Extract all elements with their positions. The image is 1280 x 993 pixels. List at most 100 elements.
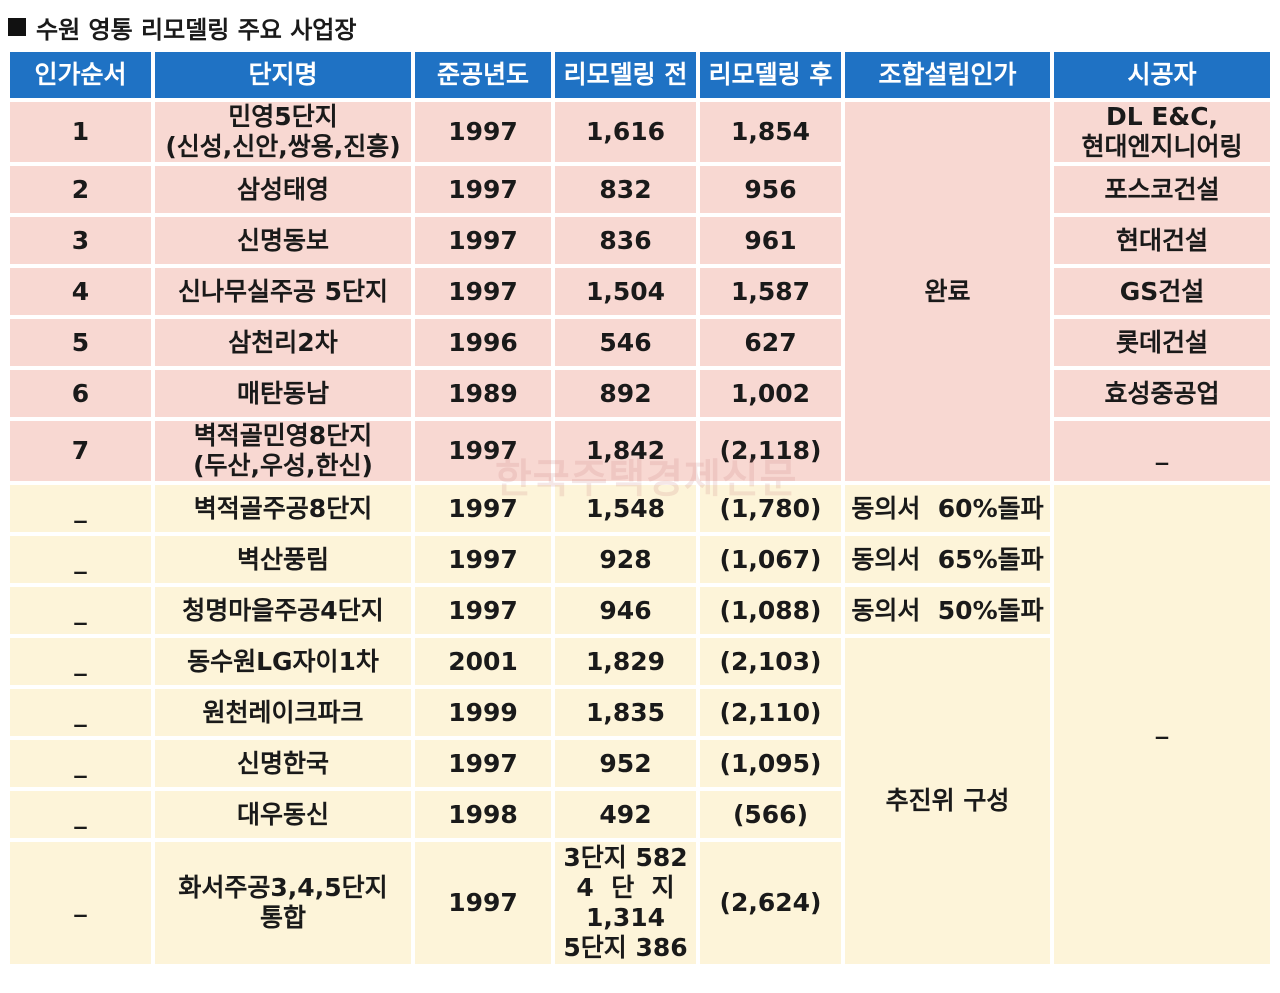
- complex-name-cell: 신나무실주공 5단지: [155, 268, 411, 315]
- complex-name-line: 통합: [259, 903, 306, 932]
- units-after-cell: 1,587: [700, 268, 841, 315]
- order-cell: 2: [10, 166, 151, 213]
- complex-name-cell: 동수원LG자이1차: [155, 638, 411, 685]
- table-row: 4 신나무실주공 5단지 1997 1,504 1,587 GS건설: [10, 268, 1270, 315]
- complex-name-cell: 벽적골민영8단지 (두산,우성,한신): [155, 421, 411, 481]
- contractor-cell: _: [1054, 421, 1270, 481]
- units-before-cell: 492: [555, 791, 696, 838]
- table-row: _ 청명마을주공4단지 1997 946 (1,088) 동의서 50%돌파: [10, 587, 1270, 634]
- units-before-cell: 946: [555, 587, 696, 634]
- units-after-cell: 956: [700, 166, 841, 213]
- units-before-cell: 1,616: [555, 102, 696, 162]
- units-after-cell: 627: [700, 319, 841, 366]
- contractor-line: 현대엔지니어링: [1081, 132, 1243, 161]
- units-before-cell: 1,504: [555, 268, 696, 315]
- complex-name-line: 민영5단지: [228, 102, 338, 131]
- units-after-cell: (2,110): [700, 689, 841, 736]
- units-before-cell: 546: [555, 319, 696, 366]
- page-title: 수원 영통 리모델링 주요 사업장: [36, 15, 357, 44]
- order-cell: 1: [10, 102, 151, 162]
- contractor-line: DL E&C,: [1105, 102, 1219, 131]
- units-before-line: 3단지 582: [563, 843, 688, 872]
- table-row: 5 삼천리2차 1996 546 627 롯데건설: [10, 319, 1270, 366]
- units-after-cell: (1,095): [700, 740, 841, 787]
- contractor-cell: 포스코건설: [1054, 166, 1270, 213]
- header-order: 인가순서: [10, 52, 151, 98]
- units-after-cell: (1,088): [700, 587, 841, 634]
- order-cell: _: [10, 791, 151, 838]
- units-after-cell: (2,624): [700, 842, 841, 964]
- order-cell: 3: [10, 217, 151, 264]
- complex-name-cell: 매탄동남: [155, 370, 411, 417]
- approval-status-cell: 동의서 65%돌파: [845, 536, 1050, 583]
- order-cell: _: [10, 587, 151, 634]
- contractor-cell: DL E&C, 현대엔지니어링: [1054, 102, 1270, 162]
- order-cell: _: [10, 740, 151, 787]
- units-before-cell: 3단지 582 4 단 지 1,314 5단지 386: [555, 842, 696, 964]
- units-before-line: 5단지 386: [563, 933, 688, 962]
- complex-name-cell: 벽산풍림: [155, 536, 411, 583]
- contractor-cell: 효성중공업: [1054, 370, 1270, 417]
- approval-status-cell: 동의서 60%돌파: [845, 485, 1050, 532]
- order-cell: 6: [10, 370, 151, 417]
- contractor-none-cell: _: [1054, 485, 1270, 964]
- order-cell: 7: [10, 421, 151, 481]
- table-row: _ 벽산풍림 1997 928 (1,067) 동의서 65%돌파: [10, 536, 1270, 583]
- units-before-cell: 952: [555, 740, 696, 787]
- year-cell: 1997: [415, 421, 551, 481]
- header-union-approval: 조합설립인가: [845, 52, 1050, 98]
- complex-name-cell: 원천레이크파크: [155, 689, 411, 736]
- year-cell: 1997: [415, 102, 551, 162]
- units-after-cell: 1,002: [700, 370, 841, 417]
- year-cell: 1999: [415, 689, 551, 736]
- order-cell: _: [10, 689, 151, 736]
- year-cell: 1996: [415, 319, 551, 366]
- contractor-cell: GS건설: [1054, 268, 1270, 315]
- complex-name-cell: 청명마을주공4단지: [155, 587, 411, 634]
- year-cell: 1997: [415, 587, 551, 634]
- units-before-line: 4 단 지: [576, 873, 675, 902]
- complex-name-cell: 삼천리2차: [155, 319, 411, 366]
- units-before-cell: 832: [555, 166, 696, 213]
- contractor-cell: 롯데건설: [1054, 319, 1270, 366]
- order-cell: _: [10, 842, 151, 964]
- units-before-cell: 836: [555, 217, 696, 264]
- units-before-cell: 892: [555, 370, 696, 417]
- units-before-cell: 1,842: [555, 421, 696, 481]
- table-header-row: 인가순서 단지명 준공년도 리모델링 전 리모델링 후 조합설립인가 시공자: [10, 52, 1270, 98]
- year-cell: 1997: [415, 740, 551, 787]
- complex-name-cell: 민영5단지 (신성,신안,쌍용,진흥): [155, 102, 411, 162]
- year-cell: 2001: [415, 638, 551, 685]
- units-before-cell: 1,835: [555, 689, 696, 736]
- units-before-line: 1,314: [585, 903, 666, 932]
- approval-committee-cell: 추진위 구성: [845, 638, 1050, 964]
- page-title-row: 수원 영통 리모델링 주요 사업장: [8, 8, 356, 46]
- approval-status-cell: 동의서 50%돌파: [845, 587, 1050, 634]
- units-before-cell: 1,829: [555, 638, 696, 685]
- year-cell: 1997: [415, 268, 551, 315]
- complex-name-cell: 벽적골주공8단지: [155, 485, 411, 532]
- units-before-cell: 1,548: [555, 485, 696, 532]
- approval-done-cell: 완료: [845, 102, 1050, 481]
- complex-name-cell: 삼성태영: [155, 166, 411, 213]
- table-row: 6 매탄동남 1989 892 1,002 효성중공업: [10, 370, 1270, 417]
- complex-name-cell: 화서주공3,4,5단지 통합: [155, 842, 411, 964]
- contractor-cell: 현대건설: [1054, 217, 1270, 264]
- year-cell: 1989: [415, 370, 551, 417]
- complex-name-cell: 신명동보: [155, 217, 411, 264]
- year-cell: 1997: [415, 166, 551, 213]
- order-cell: _: [10, 485, 151, 532]
- complex-name-line: 벽적골민영8단지: [193, 421, 373, 450]
- square-bullet-icon: [8, 18, 26, 36]
- table-row: _ 동수원LG자이1차 2001 1,829 (2,103) 추진위 구성: [10, 638, 1270, 964]
- table-row: _ 벽적골주공8단지 1997 1,548 (1,780) 동의서 60%돌파 …: [10, 485, 1270, 964]
- header-units-before: 리모델링 전: [555, 52, 696, 98]
- header-contractor: 시공자: [1054, 52, 1270, 98]
- units-after-cell: 1,854: [700, 102, 841, 162]
- header-complex-name: 단지명: [155, 52, 411, 98]
- table-row: _ 신명한국 1997 952 (1,095): [10, 740, 1270, 787]
- order-cell: _: [10, 638, 151, 685]
- table-row: 1 민영5단지 (신성,신안,쌍용,진흥) 1997 1,616 1,854 완…: [10, 102, 1270, 481]
- table-row: _ 화서주공3,4,5단지 통합 1997 3단지 582 4 단 지 1,31…: [10, 842, 1270, 964]
- units-after-cell: 961: [700, 217, 841, 264]
